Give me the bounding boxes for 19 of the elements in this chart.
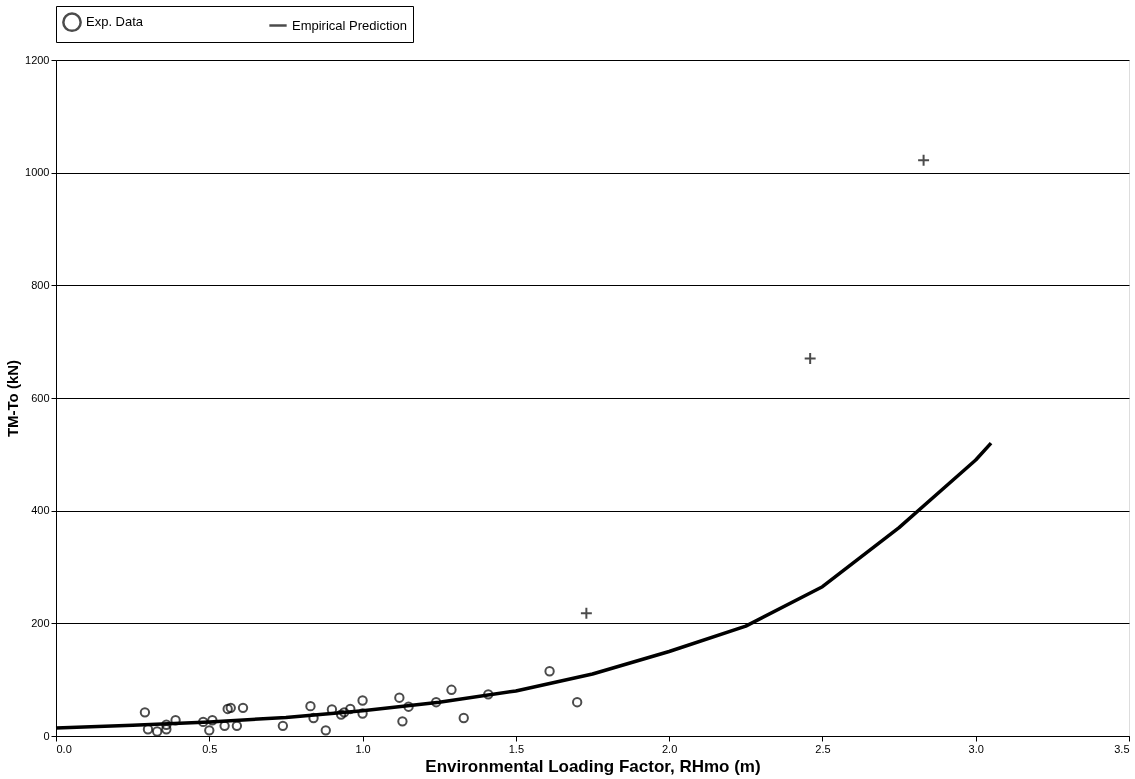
- x-tick-label: 0.0: [56, 742, 72, 755]
- y-tick-label: 1000: [25, 166, 50, 179]
- legend-label: Exp. Data: [86, 14, 144, 30]
- y-axis-title: TM-To (kN): [4, 359, 22, 438]
- x-tick-label: 2.5: [815, 742, 831, 755]
- x-tick-label: 3.0: [968, 742, 984, 755]
- x-axis-title: Environmental Loading Factor, RHmo (m): [425, 756, 761, 776]
- x-tick-label: 2.0: [661, 742, 678, 755]
- x-tick-label: 1.5: [508, 742, 525, 755]
- x-tick-label: 1.0: [355, 742, 371, 755]
- y-tick-label: 1200: [25, 53, 50, 66]
- y-tick-label: 800: [31, 278, 50, 291]
- y-tick-label: 200: [31, 616, 50, 629]
- x-tick-label: 0.5: [202, 742, 218, 755]
- legend-label: Empirical Prediction: [292, 17, 407, 33]
- y-tick-label: 0: [43, 729, 50, 742]
- y-tick-label: 400: [31, 504, 50, 517]
- x-tick-label: 3.5: [1114, 742, 1130, 755]
- y-tick-label: 600: [31, 391, 50, 404]
